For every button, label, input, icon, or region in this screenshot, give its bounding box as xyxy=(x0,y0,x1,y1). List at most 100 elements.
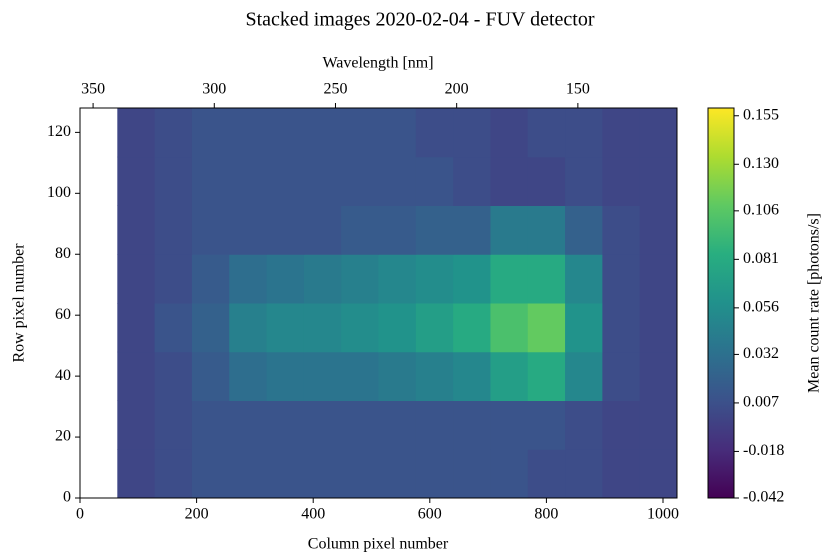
heatmap-cell xyxy=(117,303,156,353)
heatmap-cell xyxy=(117,156,156,206)
heatmap-cell xyxy=(229,351,268,401)
heatmap-cell xyxy=(117,205,156,255)
heatmap-cell xyxy=(527,205,566,255)
heatmap-cell xyxy=(154,254,193,304)
heatmap-cell xyxy=(490,108,529,158)
heatmap-cell xyxy=(303,449,342,499)
heatmap-cell xyxy=(453,449,491,499)
heatmap-cell xyxy=(639,303,678,353)
heatmap-cell xyxy=(527,108,566,158)
heatmap-cell xyxy=(191,254,230,304)
heatmap-cell xyxy=(378,351,417,401)
heatmap-cell xyxy=(303,254,342,304)
heatmap-cell xyxy=(565,205,603,255)
heatmap-cell xyxy=(341,351,379,401)
heatmap-cell xyxy=(154,205,193,255)
colorbar-tick-label: 0.155 xyxy=(743,106,779,123)
heatmap xyxy=(117,108,678,499)
plot-frame xyxy=(79,107,678,499)
heatmap-cell xyxy=(602,205,641,255)
heatmap-cell xyxy=(303,156,342,206)
heatmap-cell xyxy=(490,303,529,353)
heatmap-cell xyxy=(565,303,603,353)
heatmap-cell xyxy=(229,108,268,158)
heatmap-cell xyxy=(266,156,305,206)
heatmap-cell xyxy=(229,449,268,499)
heatmap-cell xyxy=(602,400,641,450)
heatmap-cell xyxy=(415,254,454,304)
y-tick-label: 120 xyxy=(47,123,71,140)
x2-tick-label: 150 xyxy=(566,81,590,98)
x-tick-label: 200 xyxy=(185,506,209,523)
x-tick-label: 600 xyxy=(418,506,442,523)
heatmap-cell xyxy=(565,400,603,450)
heatmap-cell xyxy=(415,400,454,450)
heatmap-cell xyxy=(154,303,193,353)
heatmap-cell xyxy=(453,303,491,353)
y-tick-label: 0 xyxy=(63,489,71,506)
heatmap-cell xyxy=(527,156,566,206)
heatmap-cell xyxy=(527,303,566,353)
heatmap-cell xyxy=(229,400,268,450)
heatmap-cell xyxy=(602,156,641,206)
x-tick-label: 800 xyxy=(534,506,558,523)
y-tick-label: 100 xyxy=(47,184,71,201)
colorbar-tick-label: -0.042 xyxy=(743,489,784,506)
heatmap-cell xyxy=(527,400,566,450)
heatmap-cell xyxy=(565,156,603,206)
heatmap-cell xyxy=(490,156,529,206)
x-axis-label: Column pixel number xyxy=(308,536,449,553)
heatmap-cell xyxy=(527,449,566,499)
heatmap-cell xyxy=(378,108,417,158)
heatmap-cell xyxy=(191,156,230,206)
heatmap-cell xyxy=(303,108,342,158)
colorbar-tick-label: 0.032 xyxy=(743,345,779,362)
heatmap-cell xyxy=(341,303,379,353)
colorbar-tick-label: 0.081 xyxy=(743,250,779,267)
x2-tick-label: 350 xyxy=(81,81,105,98)
x-tick-label: 1000 xyxy=(647,506,679,523)
colorbar-tick-label: 0.130 xyxy=(743,155,779,172)
heatmap-cell xyxy=(266,400,305,450)
colorbar-tick-label: 0.056 xyxy=(743,299,779,316)
heatmap-cell xyxy=(415,205,454,255)
heatmap-cell xyxy=(639,254,678,304)
heatmap-cell xyxy=(191,449,230,499)
heatmap-cell xyxy=(453,205,491,255)
heatmap-cell xyxy=(117,351,156,401)
heatmap-cell xyxy=(117,254,156,304)
heatmap-cell xyxy=(415,108,454,158)
heatmap-cell xyxy=(154,351,193,401)
heatmap-cell xyxy=(191,205,230,255)
heatmap-cell xyxy=(415,449,454,499)
heatmap-cell xyxy=(378,254,417,304)
y-tick-label: 60 xyxy=(55,306,71,323)
colorbar xyxy=(707,107,735,499)
heatmap-cell xyxy=(266,449,305,499)
heatmap-cell xyxy=(639,449,678,499)
heatmap-cell xyxy=(415,156,454,206)
heatmap-cell xyxy=(378,449,417,499)
y-tick-label: 40 xyxy=(55,367,71,384)
heatmap-cell xyxy=(378,205,417,255)
y-axis-label: Row pixel number xyxy=(11,243,28,363)
x2-tick-label: 200 xyxy=(445,81,469,98)
heatmap-cell xyxy=(303,351,342,401)
y-tick-label: 80 xyxy=(55,245,71,262)
x-tick-label: 400 xyxy=(301,506,325,523)
heatmap-cell xyxy=(378,156,417,206)
heatmap-cell xyxy=(602,254,641,304)
heatmap-cell xyxy=(639,400,678,450)
heatmap-cell xyxy=(602,108,641,158)
x-tick-label: 0 xyxy=(76,506,84,523)
heatmap-cell xyxy=(154,449,193,499)
x2-axis-label: Wavelength [nm] xyxy=(322,55,433,72)
heatmap-cell xyxy=(490,400,529,450)
heatmap-cell xyxy=(415,351,454,401)
colorbar-tick-label: 0.007 xyxy=(743,394,779,411)
heatmap-cell xyxy=(378,303,417,353)
heatmap-cell xyxy=(639,156,678,206)
chart-title: Stacked images 2020-02-04 - FUV detector xyxy=(246,9,595,31)
heatmap-cell xyxy=(565,108,603,158)
heatmap-cell xyxy=(229,254,268,304)
